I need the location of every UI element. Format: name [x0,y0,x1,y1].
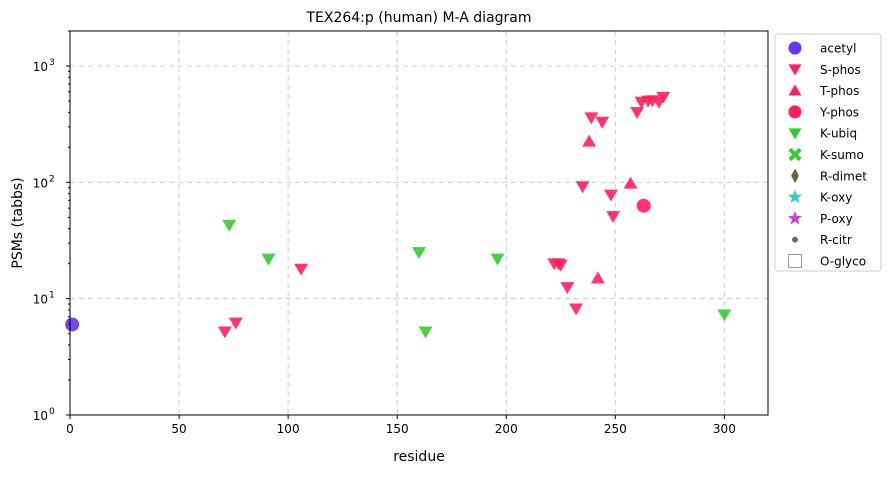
legend-item-K-oxy: K-oxy [787,189,852,205]
x-axis-ticks: 0 50 100 150 200 250 300 [66,415,736,436]
x-tick-label: 50 [171,422,186,436]
chart-title: TEX264:p (human) M-A diagram [305,10,531,26]
plot-area-frame [69,30,769,416]
legend-label: K-oxy [820,191,852,205]
legend-item-R-citr: R-citr [792,233,852,247]
data-point-K-ubiq [418,326,433,339]
legend-label: S-phos [820,63,861,77]
data-point-S-phos [603,189,618,202]
y-tick-label: 10 [33,176,48,190]
legend-label: K-sumo [820,148,864,162]
legend-item-P-oxy: P-oxy [787,210,853,226]
x-tick-label: 300 [713,422,736,436]
y-tick-label-exponent: 0 [49,407,55,417]
legend-item-R-dimet: R-dimet [791,168,867,183]
data-point-S-phos [584,112,599,125]
x-tick-label: 150 [386,422,409,436]
data-point-S-phos [575,181,590,194]
data-point-K-ubiq [222,219,237,232]
legend-label: O-glyco [820,255,866,269]
legend-item-K-sumo: K-sumo [788,147,864,162]
data-point-S-phos [595,116,610,129]
legend-item-K-ubiq: K-ubiq [788,127,857,141]
data-point-K-ubiq [717,309,732,322]
legend-marker-K-sumo [788,147,802,162]
legend-marker-O-glyco [788,254,802,268]
y-tick-label-exponent: 2 [49,174,55,184]
legend-marker-P-oxy [787,210,803,225]
legend-marker-acetyl [788,41,802,55]
legend-marker-T-phos [788,84,802,96]
y-axis-label: PSMs (tabbs) [10,177,26,268]
grid-lines [69,31,768,416]
y-tick-label: 10 [33,293,48,307]
data-point-S-phos [294,263,309,276]
legend-label: R-citr [820,233,852,247]
data-point-Y-phos [636,198,651,213]
data-point-S-phos [217,326,232,339]
data-point-S-phos [560,282,575,295]
legend-item-Y-phos: Y-phos [788,105,859,119]
legend-label: R-dimet [820,169,867,183]
legend-item-O-glyco: O-glyco [788,254,866,269]
legend-marker-K-ubiq [788,128,802,140]
data-point-S-phos [630,107,645,119]
legend-item-acetyl: acetyl [788,41,856,56]
y-tick-label-exponent: 3 [49,58,55,68]
legend-label: Y-phos [819,105,859,119]
legend-label: acetyl [820,42,856,56]
data-point-T-phos [590,271,605,284]
legend-label: P-oxy [820,212,853,226]
legend-frame [774,33,882,272]
data-point-acetyl [65,317,80,332]
legend-marker-S-phos [788,64,802,76]
data-point-S-phos [228,317,243,330]
legend-marker-K-oxy [787,189,803,204]
x-tick-label: 100 [277,422,300,436]
y-tick-label: 10 [33,60,48,74]
legend-label: K-ubiq [820,127,857,141]
y-tick-label-exponent: 1 [49,291,55,301]
data-points [65,91,732,339]
legend-item-T-phos: T-phos [788,84,859,98]
legend-item-S-phos: S-phos [788,63,861,77]
data-point-T-phos [582,134,597,147]
legend: acetyl S-phos T-phos Y-phos K-ubiq K-sumo R-di… [774,33,882,272]
data-point-K-ubiq [412,247,426,260]
data-point-S-phos [553,259,568,272]
legend-label: T-phos [819,84,859,98]
x-tick-label: 0 [66,422,74,436]
legend-marker-Y-phos [788,105,802,119]
x-tick-label: 250 [604,422,627,436]
x-tick-label: 200 [495,422,518,436]
data-point-K-ubiq [261,253,276,266]
data-point-S-phos [606,211,621,224]
y-tick-label: 10 [33,409,48,423]
data-point-S-phos [569,303,584,316]
legend-marker-R-citr [792,236,798,243]
legend-marker-R-dimet [791,168,799,184]
x-axis-label: residue [393,449,445,465]
data-point-T-phos [623,176,638,189]
data-point-S-phos [656,91,671,104]
data-point-K-ubiq [490,253,505,266]
